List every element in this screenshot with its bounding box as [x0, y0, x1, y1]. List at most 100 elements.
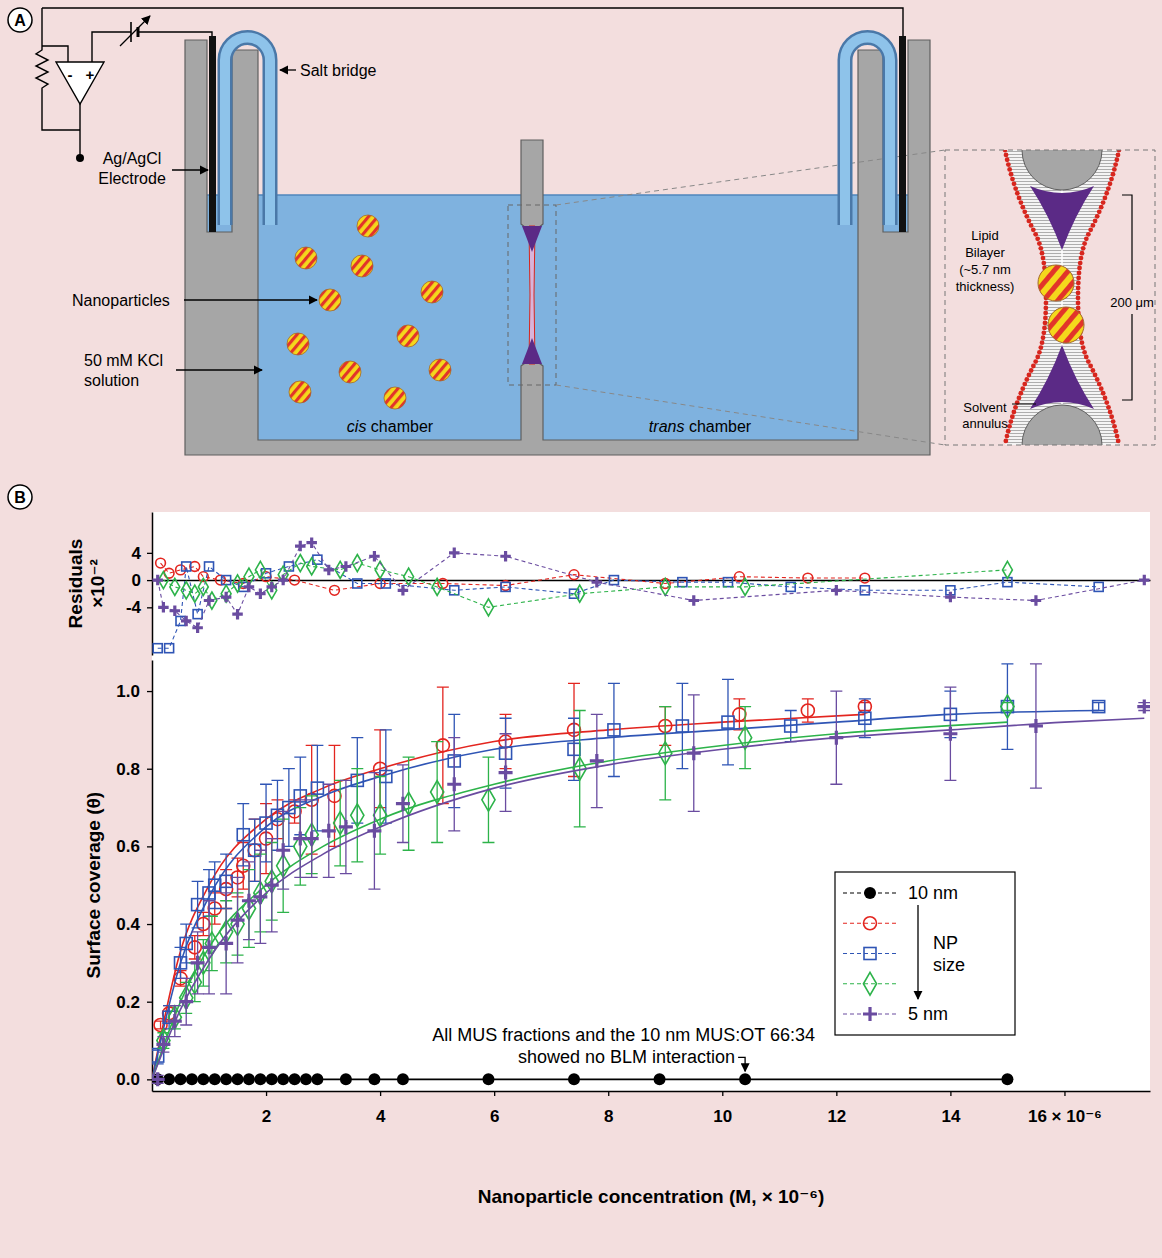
solvent-annulus — [522, 338, 542, 364]
headgroup — [1082, 241, 1087, 246]
y-axis-tick-label: 0.4 — [116, 915, 140, 934]
residual-y-axis-tick: 0 — [132, 571, 152, 590]
headgroup — [1115, 434, 1120, 439]
headgroup — [1095, 214, 1100, 219]
error-bar — [311, 745, 323, 830]
x-axis-tick-label: 8 — [604, 1107, 613, 1126]
label: thickness) — [956, 279, 1015, 294]
data-point — [397, 1073, 409, 1085]
legend-label: 5 nm — [908, 1004, 948, 1024]
y-axis-tick: 0.2 — [116, 993, 152, 1012]
data-point — [231, 913, 245, 927]
panel-a: -+Salt bridgeAg/AgClElectrodeNanoparticl… — [36, 8, 1155, 485]
headgroup — [1093, 218, 1098, 223]
panel-label: B — [14, 489, 26, 506]
data-point — [186, 1073, 198, 1085]
headgroup — [1003, 439, 1008, 444]
headgroup — [1076, 306, 1081, 311]
x-axis-tick: 8 — [604, 1091, 613, 1126]
nanoparticle — [357, 215, 379, 237]
x-axis-tick-mark — [836, 1091, 837, 1096]
headgroup — [1033, 359, 1038, 364]
residual-x-axis — [153, 580, 1151, 581]
ground-node — [76, 154, 84, 162]
battery-plate — [130, 22, 132, 42]
error-bar — [192, 881, 204, 928]
headgroup — [1018, 391, 1023, 396]
residual-y-axis-tick: -4 — [126, 598, 152, 617]
error-bar — [306, 800, 318, 878]
x-axis-tick-label: 10 — [713, 1107, 732, 1126]
headgroup — [1027, 218, 1032, 223]
error-bar — [243, 862, 255, 940]
headgroup — [1011, 410, 1016, 415]
nanoparticle — [289, 381, 311, 403]
headgroup — [1113, 162, 1118, 167]
headgroup — [1009, 172, 1014, 177]
label: Electrode — [98, 170, 166, 187]
residual-point — [404, 568, 414, 585]
data-point — [431, 781, 444, 804]
data-point — [367, 824, 381, 838]
support — [1022, 405, 1102, 445]
data-point — [276, 843, 290, 857]
axis-title: Surface coverage (θ) — [83, 792, 104, 979]
residual-point — [575, 585, 585, 602]
data-point — [305, 832, 319, 846]
headgroup — [1106, 186, 1111, 191]
headgroup — [1086, 232, 1091, 237]
nanoparticle — [295, 247, 317, 269]
residual-point — [369, 551, 380, 562]
headgroup — [1080, 251, 1085, 256]
y-axis-tick-label: 0.0 — [116, 1070, 140, 1089]
headgroup — [1031, 227, 1036, 232]
data-point — [801, 704, 814, 717]
legend-line — [843, 923, 898, 924]
data-point — [322, 824, 336, 838]
residual-point — [216, 575, 226, 585]
panel-badge — [8, 8, 32, 32]
residual-point — [689, 595, 700, 606]
residual-point — [803, 573, 813, 583]
y-axis-tick-label: 0.6 — [116, 837, 140, 856]
headgroup — [1020, 205, 1025, 210]
y-axis: 0.00.20.40.60.81.0 — [116, 661, 152, 1092]
data-point — [168, 1014, 182, 1028]
legend-marker — [864, 948, 876, 960]
x-axis-tick: 12 — [827, 1091, 846, 1126]
wire — [92, 32, 131, 62]
error-bar — [340, 780, 352, 873]
headgroup — [1040, 340, 1045, 345]
lipid-bilayer — [1005, 150, 1119, 445]
error-bar — [1030, 664, 1042, 788]
data-point — [1001, 1073, 1013, 1085]
headgroup — [1088, 364, 1093, 369]
headgroup — [1044, 301, 1049, 306]
headgroup — [1077, 271, 1082, 276]
error-bar — [944, 687, 956, 780]
error-bar — [688, 695, 700, 811]
residual-point — [1002, 561, 1012, 578]
label: Salt bridge — [300, 62, 377, 79]
x-axis-tick-label: 2 — [262, 1107, 271, 1126]
residual-point — [170, 578, 180, 595]
residual-point — [278, 575, 289, 586]
data-point — [339, 820, 353, 834]
residual-point — [735, 572, 745, 582]
y-axis-tick-mark — [147, 1079, 152, 1080]
residual-point — [221, 585, 231, 602]
data-point — [300, 1073, 312, 1085]
headgroup — [1007, 167, 1012, 172]
annotation: All MUS fractions and the 10 nm MUS:OT 6… — [432, 1025, 815, 1045]
error-bar — [802, 699, 814, 722]
wire — [79, 104, 80, 155]
data-point — [1137, 700, 1150, 714]
headgroup — [1010, 414, 1015, 419]
data-point — [482, 1073, 494, 1085]
data-point — [197, 918, 210, 931]
fit-line — [152, 714, 865, 1079]
data-point — [568, 743, 580, 755]
data-point — [1093, 701, 1105, 713]
headgroup — [1008, 419, 1013, 424]
error-bar — [374, 776, 386, 854]
